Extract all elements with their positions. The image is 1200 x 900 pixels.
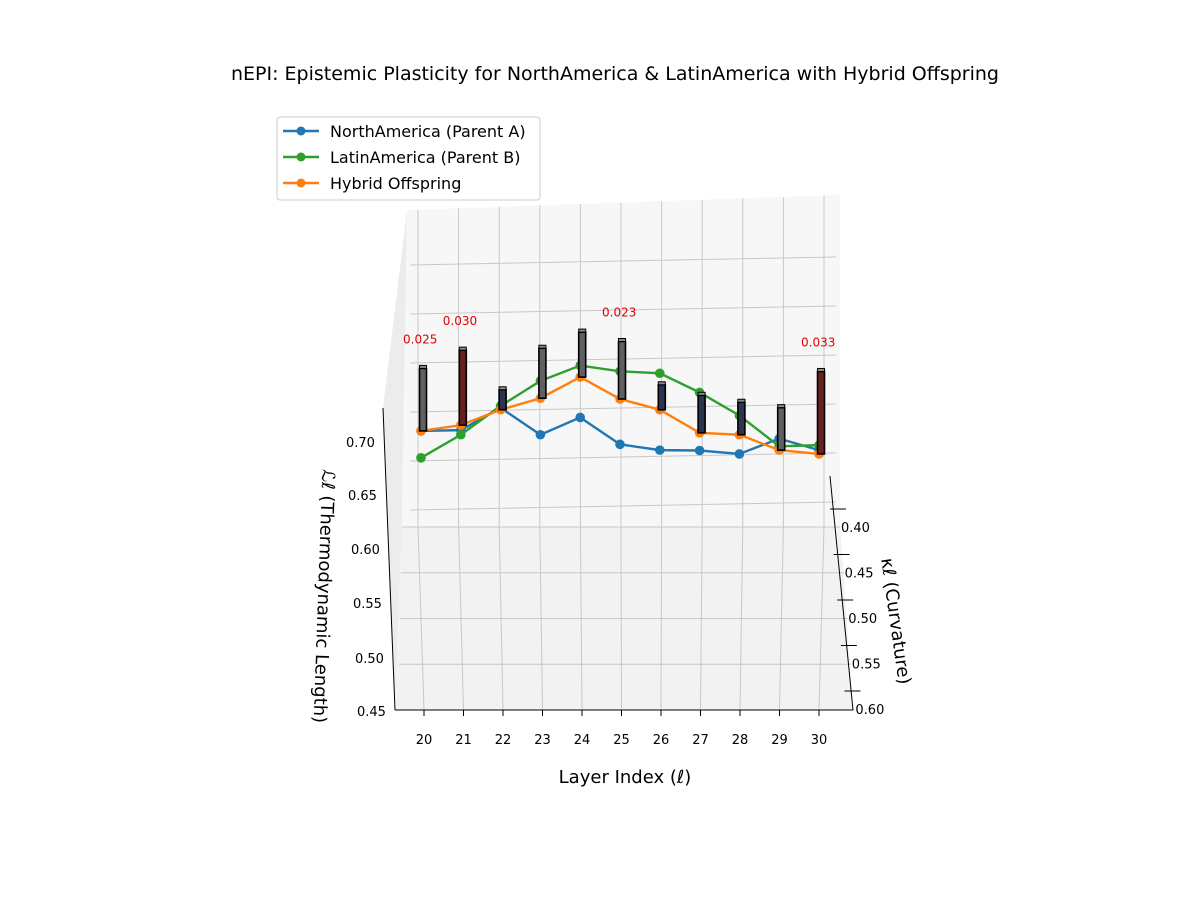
series-point — [535, 429, 546, 440]
z-axis-label: ℒℓ (Thermodynamic Length) — [309, 469, 339, 724]
bar-cap — [538, 344, 547, 349]
z-tick-label: 0.55 — [353, 597, 382, 612]
series-point — [575, 412, 585, 423]
legend-marker — [296, 178, 306, 188]
y-axis-label: κℓ (Curvature) — [876, 557, 915, 686]
legend-marker — [296, 152, 306, 162]
x-axis-label: Layer Index (ℓ) — [559, 767, 692, 788]
x-tick-label: 28 — [732, 733, 749, 748]
z-tick-label: 0.45 — [357, 705, 386, 720]
bar — [418, 367, 428, 432]
z-tick-label: 0.60 — [351, 543, 380, 558]
tick-labels: 20 21 22 23 24 25 26 27 28 29 30 0.40 0.45 0.50 0.55 0.… — [346, 436, 884, 748]
series-point — [416, 453, 426, 463]
bar — [816, 370, 826, 455]
bar — [657, 383, 667, 411]
z-axis-line — [382, 407, 396, 711]
bar-cap — [578, 328, 587, 333]
wall-grid-line — [409, 256, 837, 266]
bar-cap — [777, 404, 786, 409]
x-tick-label: 21 — [455, 733, 472, 748]
bar — [776, 406, 786, 451]
x-tick-label: 25 — [613, 733, 630, 748]
bar-cap — [458, 346, 467, 351]
bar-cap — [697, 391, 706, 396]
bar-cap — [737, 398, 746, 403]
bar — [617, 340, 627, 400]
bar-cap — [498, 386, 507, 391]
legend-label: LatinAmerica (Parent B) — [330, 148, 520, 167]
bar-annotation: 0.023 — [602, 305, 636, 319]
legend-label: NorthAmerica (Parent A) — [330, 122, 526, 141]
z-tick-label: 0.65 — [348, 489, 377, 504]
y-axis-line — [829, 475, 854, 711]
series-point — [734, 449, 745, 459]
legend-label: Hybrid Offspring — [330, 174, 461, 193]
x-tick-label: 30 — [811, 733, 828, 748]
bars-layer — [418, 328, 826, 455]
wall-grid-line — [409, 452, 837, 462]
wall-grid-line — [409, 403, 837, 413]
bar — [538, 347, 547, 400]
bar — [498, 388, 507, 411]
series-point — [655, 368, 665, 379]
y-tick-label: 0.45 — [845, 567, 874, 582]
bar-cap — [657, 381, 666, 386]
x-tick-label: 23 — [534, 733, 551, 748]
x-tick-label: 29 — [771, 733, 788, 748]
bar-annotation: 0.030 — [443, 314, 477, 328]
wall-grid-line — [409, 305, 837, 315]
x-tick-label: 24 — [574, 733, 591, 748]
bar-cap — [618, 337, 626, 342]
x-tick-label: 26 — [653, 733, 670, 748]
x-tick-label: 27 — [692, 733, 709, 748]
x-tick-label: 22 — [495, 733, 512, 748]
left-pane — [383, 210, 407, 710]
series-point — [655, 445, 665, 455]
y-tick-label: 0.50 — [848, 612, 877, 627]
series-point — [694, 445, 705, 456]
bar — [737, 401, 746, 436]
bar — [577, 331, 587, 378]
series-point — [615, 439, 625, 450]
legend-box — [276, 116, 541, 201]
legend: NorthAmerica (Parent A) LatinAmerica (Par… — [276, 116, 541, 201]
z-tick-label: 0.50 — [355, 652, 384, 667]
series-point — [456, 429, 466, 440]
wall-grid-line — [409, 501, 837, 511]
y-tick-label: 0.40 — [841, 521, 870, 536]
bar — [697, 394, 706, 434]
bar-annotation: 0.025 — [403, 332, 437, 346]
bar-cap — [419, 364, 427, 369]
z-tick-label: 0.70 — [346, 436, 375, 451]
y-tick-label: 0.55 — [852, 658, 881, 673]
legend-marker — [296, 126, 306, 136]
axes-lines — [382, 407, 854, 711]
annotation-layer: 0.025 0.030 0.023 0.033 — [403, 305, 835, 349]
chart-title: nEPI: Epistemic Plasticity for NorthAmer… — [231, 63, 999, 85]
bar-cap — [817, 367, 825, 372]
y-tick-label: 0.60 — [855, 703, 884, 718]
bar-annotation: 0.033 — [801, 335, 835, 349]
bar — [458, 349, 468, 426]
x-tick-label: 20 — [416, 733, 433, 748]
